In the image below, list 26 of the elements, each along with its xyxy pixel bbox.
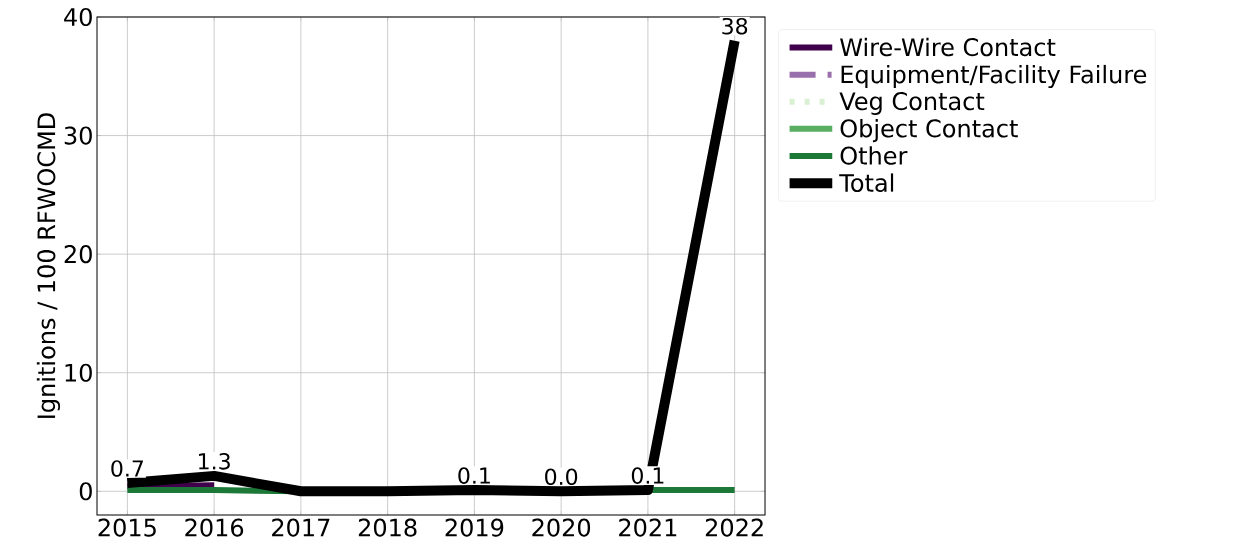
x-tick-label: 2016: [185, 518, 244, 537]
y-tick-label: 30: [64, 126, 92, 145]
x-tick-label: 2020: [532, 518, 591, 537]
y-tick-label: 10: [65, 363, 92, 382]
y-tick-label: 20: [64, 245, 92, 264]
x-tick-label: 2015: [98, 518, 156, 537]
legend-label: Wire-Wire Contact: [840, 37, 1056, 57]
x-tick-label: 2022: [705, 518, 763, 537]
y-tick-label: 40: [64, 7, 92, 27]
legend-label: Total: [839, 173, 894, 192]
data-label: 0.0: [545, 468, 578, 486]
data-label: 38: [722, 17, 748, 35]
data-label: 0.1: [631, 467, 664, 484]
legend-label: Object Contact: [840, 118, 1018, 143]
x-tick-label: 2019: [445, 518, 504, 537]
data-label: 0.7: [111, 460, 143, 477]
data-label: 0.1: [458, 467, 490, 484]
legend-label: Equipment/Facility Failure: [841, 64, 1147, 89]
legend-label: Veg Contact: [839, 92, 985, 115]
data-label: 1.3: [199, 453, 230, 470]
x-tick-label: 2021: [619, 518, 677, 537]
x-tick-label: 2017: [272, 518, 330, 537]
y-tick-label: 0: [79, 482, 92, 501]
x-tick-label: 2018: [358, 518, 417, 537]
y-axis-title: Ignitions / 100 RFWOCMD: [36, 113, 61, 418]
legend-label: Other: [840, 146, 908, 165]
